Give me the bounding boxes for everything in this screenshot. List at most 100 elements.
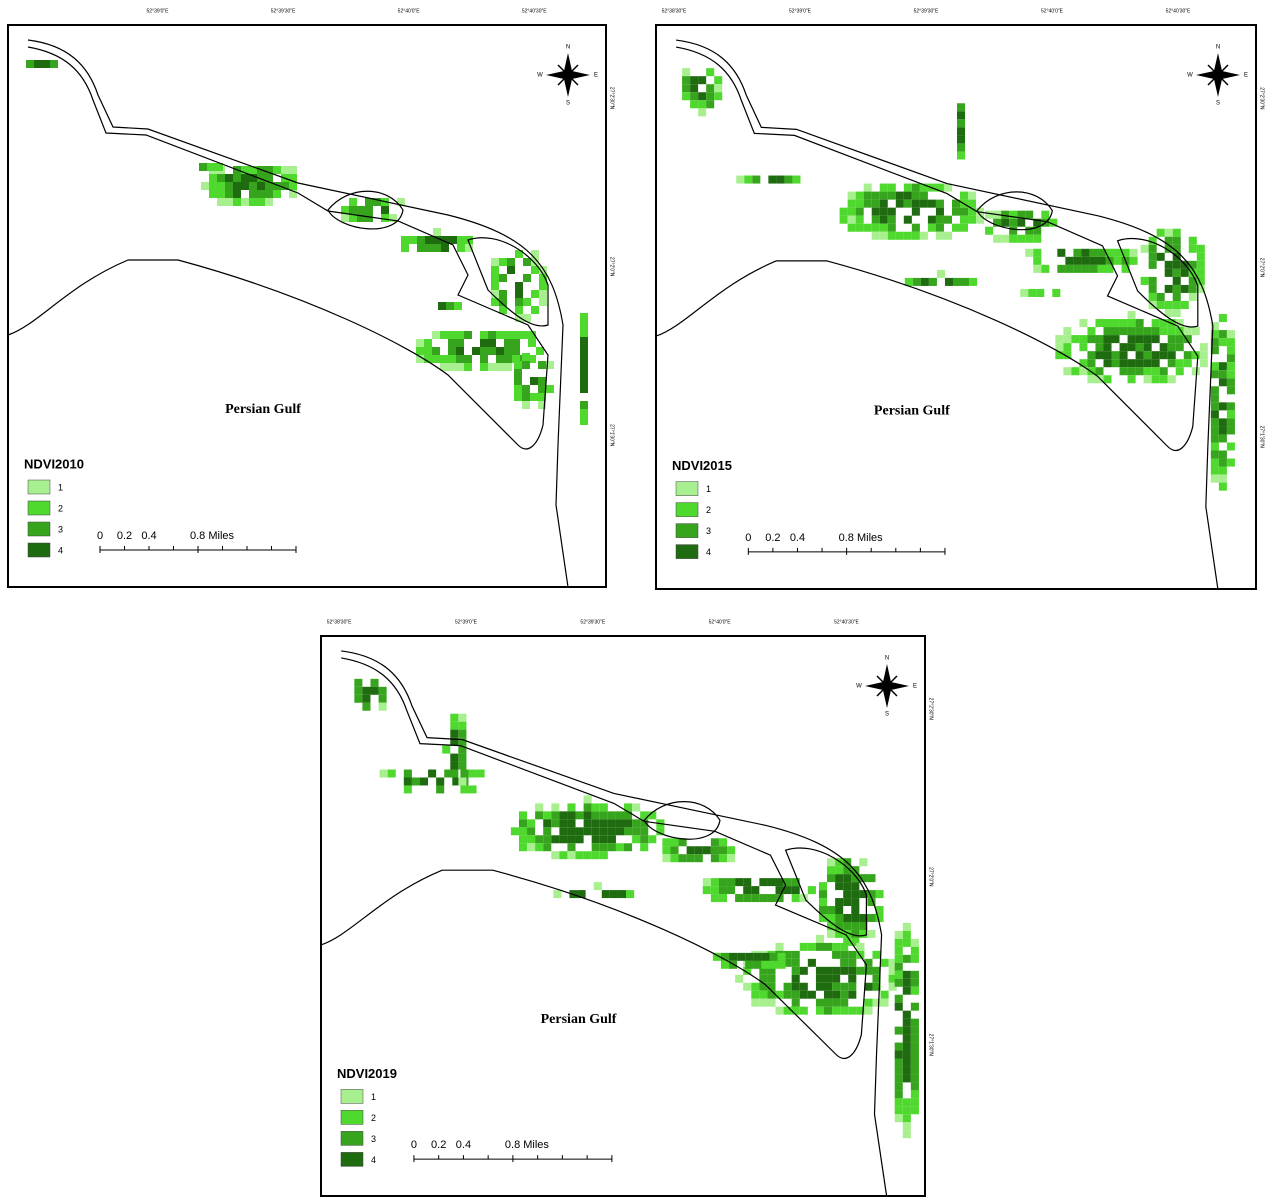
vegetation-cell [856, 943, 864, 951]
vegetation-cell [1197, 269, 1205, 277]
vegetation-cell [957, 111, 965, 119]
compass-label: W [1187, 73, 1193, 79]
vegetation-cell [580, 361, 588, 369]
vegetation-cell [1073, 265, 1081, 273]
scale-label: 0.4 [790, 532, 805, 544]
vegetation-cell [767, 999, 775, 1007]
vegetation-cell [960, 216, 968, 224]
vegetation-cell [1211, 394, 1219, 402]
vegetation-cell [448, 363, 456, 371]
vegetation-cell [531, 250, 539, 258]
vegetation-cell [735, 975, 743, 983]
vegetation-cell [207, 163, 215, 171]
vegetation-cell [904, 192, 912, 200]
vegetation-cell [1144, 343, 1152, 351]
vegetation-cell [1144, 351, 1152, 359]
vegetation-cell [456, 331, 464, 339]
vegetation-cell [608, 819, 616, 827]
vegetation-cell [433, 244, 441, 252]
vegetation-cell [819, 882, 827, 890]
vegetation-cell [745, 953, 753, 961]
vegetation-cell [903, 923, 911, 931]
vegetation-cell [1065, 265, 1073, 273]
vegetation-cell [880, 200, 888, 208]
vegetation-cell [1144, 335, 1152, 343]
vegetation-cell [827, 858, 835, 866]
vegetation-cell [1103, 319, 1111, 327]
vegetation-cell [711, 886, 719, 894]
vegetation-cell [721, 961, 729, 969]
vegetation-cell [1227, 354, 1235, 362]
vegetation-cell [580, 321, 588, 329]
vegetation-cell [349, 206, 357, 214]
vegetation-cell [535, 835, 543, 843]
vegetation-cell [895, 979, 903, 987]
vegetation-cell [859, 858, 867, 866]
vegetation-cell [249, 190, 257, 198]
vegetation-cell [457, 244, 465, 252]
legend-swatch [676, 503, 698, 517]
vegetation-cell [217, 174, 225, 182]
vegetation-cell [706, 92, 714, 100]
vegetation-cell [904, 216, 912, 224]
vegetation-cell [832, 975, 840, 983]
compass-label: S [885, 712, 889, 718]
vegetation-cell [491, 282, 499, 290]
vegetation-cell [895, 1074, 903, 1082]
vegetation-cell [530, 377, 538, 385]
vegetation-cell [1097, 265, 1105, 273]
vegetation-cell [428, 770, 436, 778]
map-label: Persian Gulf [541, 1012, 617, 1027]
vegetation-cell [711, 878, 719, 886]
vegetation-cell [412, 777, 420, 785]
vegetation-cell [911, 1003, 919, 1011]
vegetation-cell [714, 76, 722, 84]
vegetation-cell [936, 232, 944, 240]
vegetation-cell [512, 347, 520, 355]
vegetation-cell [1168, 327, 1176, 335]
vegetation-cell [538, 361, 546, 369]
vegetation-cell [784, 878, 792, 886]
vegetation-cell [1028, 289, 1036, 297]
longitude-label: 52°39'30"E [914, 8, 939, 14]
vegetation-cell [867, 930, 875, 938]
vegetation-cell [719, 846, 727, 854]
scale-label: 0 [411, 1139, 417, 1151]
vegetation-cell [567, 835, 575, 843]
vegetation-cell [911, 987, 919, 995]
vegetation-cell [201, 182, 209, 190]
vegetation-cell [776, 886, 784, 894]
vegetation-cell [354, 679, 362, 687]
vegetation-cell [442, 746, 450, 754]
vegetation-cell [1173, 301, 1181, 309]
vegetation-cell [895, 1090, 903, 1098]
vegetation-cell [961, 278, 969, 286]
vegetation-cell [843, 882, 851, 890]
vegetation-cell [695, 854, 703, 862]
vegetation-cell [584, 811, 592, 819]
longitude-label: 52°40'0"E [709, 619, 732, 625]
vegetation-cell [456, 339, 464, 347]
coastline [341, 651, 886, 1196]
vegetation-cell [491, 274, 499, 282]
vegetation-cell [480, 339, 488, 347]
vegetation-cell [911, 971, 919, 979]
vegetation-cell [1160, 375, 1168, 383]
vegetation-cell [1112, 351, 1120, 359]
vegetation-cell [1176, 335, 1184, 343]
vegetation-cell [835, 874, 843, 882]
map-content [656, 40, 1235, 589]
vegetation-cell [903, 1019, 911, 1027]
vegetation-cell [969, 278, 977, 286]
vegetation-cell [624, 843, 632, 851]
vegetation-cell [824, 983, 832, 991]
vegetation-cell [520, 331, 528, 339]
vegetation-cell [911, 939, 919, 947]
vegetation-cell [1176, 359, 1184, 367]
vegetation-cell [567, 827, 575, 835]
legend-label: 2 [706, 505, 711, 515]
vegetation-cell [895, 971, 903, 979]
vegetation-cell [592, 827, 600, 835]
vegetation-cell [616, 811, 624, 819]
vegetation-cell [420, 777, 428, 785]
